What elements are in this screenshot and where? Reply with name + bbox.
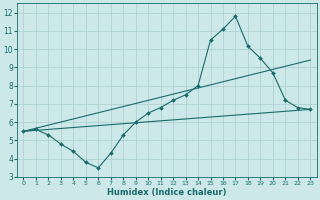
- X-axis label: Humidex (Indice chaleur): Humidex (Indice chaleur): [107, 188, 227, 197]
